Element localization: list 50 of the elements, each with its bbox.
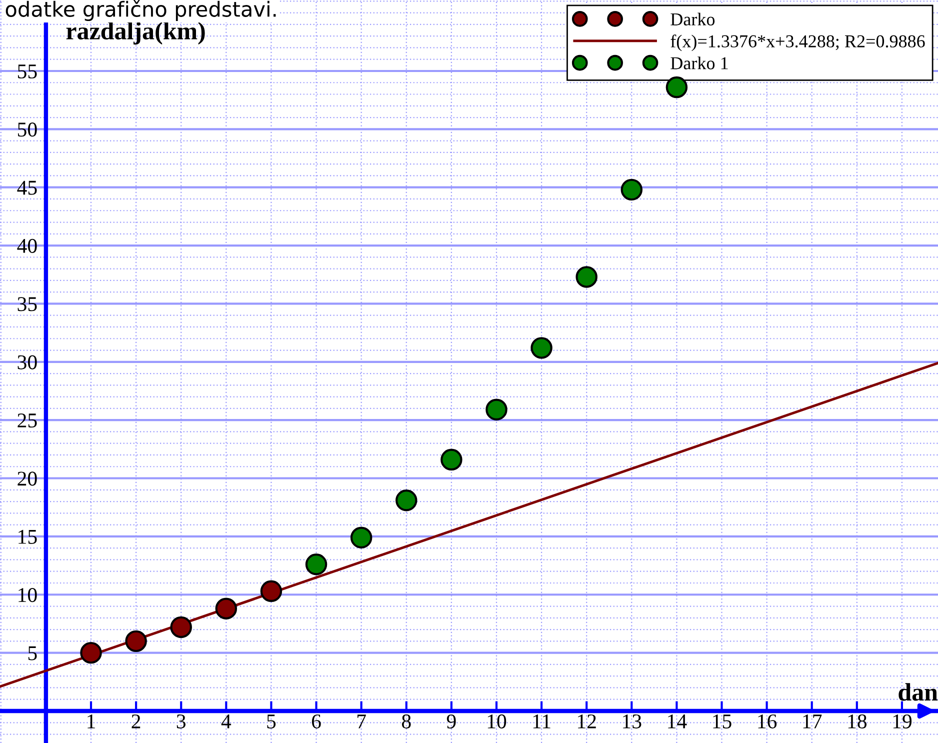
point bbox=[125, 630, 147, 652]
x-tick-label: 11 bbox=[533, 714, 550, 728]
point bbox=[260, 580, 282, 602]
point bbox=[350, 526, 372, 548]
y-tick-label: 55 bbox=[18, 64, 37, 78]
x-tick-label: 15 bbox=[713, 714, 732, 728]
x-tick-label: 18 bbox=[848, 714, 867, 728]
legend-label: Darko 1 bbox=[670, 56, 728, 70]
y-tick-label: 30 bbox=[18, 355, 37, 370]
point bbox=[486, 398, 508, 420]
point bbox=[576, 266, 598, 288]
point bbox=[396, 490, 418, 512]
x-tick-label: 17 bbox=[803, 714, 822, 728]
x-tick-label: 10 bbox=[488, 714, 506, 728]
x-tick-label: 6 bbox=[312, 714, 321, 728]
y-tick-label: 40 bbox=[17, 238, 37, 253]
point bbox=[170, 616, 192, 638]
x-tick-label: 7 bbox=[357, 714, 366, 728]
y-axis-title: razdalja(km) bbox=[66, 22, 205, 45]
x-tick-label: 9 bbox=[446, 714, 456, 728]
y-tick-label: 5 bbox=[28, 646, 37, 660]
x-tick-label: 13 bbox=[623, 714, 642, 728]
y-tick-label: 50 bbox=[18, 122, 37, 137]
point bbox=[530, 337, 552, 359]
x-tick-label: 19 bbox=[893, 714, 912, 728]
x-tick-label: 3 bbox=[176, 714, 186, 728]
legend-label: Darko bbox=[670, 12, 715, 26]
y-tick-label: 10 bbox=[18, 588, 37, 602]
x-tick-label: 8 bbox=[402, 714, 411, 728]
y-tick-label: 20 bbox=[18, 472, 37, 486]
point bbox=[620, 178, 643, 201]
point bbox=[80, 642, 102, 664]
x-tick-label: 12 bbox=[578, 714, 596, 728]
x-tick-label: 14 bbox=[668, 714, 687, 728]
x-axis-title: dan bbox=[898, 683, 938, 701]
y-tick-label: 25 bbox=[18, 414, 37, 428]
y-tick-label: 35 bbox=[18, 297, 37, 312]
x-tick-label: 2 bbox=[132, 714, 140, 728]
annotation: odatke grafično predstavi. bbox=[6, 0, 276, 21]
x-tick-label: 5 bbox=[267, 714, 276, 728]
point bbox=[666, 76, 688, 98]
y-tick-label: 45 bbox=[17, 180, 37, 195]
legend-label: f(x)=1.3376*x+3.4288; R2=0.9886 bbox=[670, 34, 925, 52]
point bbox=[305, 554, 328, 576]
point bbox=[215, 598, 238, 620]
x-tick-label: 16 bbox=[758, 714, 777, 728]
x-tick-label: 1 bbox=[88, 714, 95, 728]
y-tick-label: 15 bbox=[18, 530, 37, 544]
point bbox=[440, 448, 462, 471]
x-tick-label: 4 bbox=[221, 714, 232, 728]
